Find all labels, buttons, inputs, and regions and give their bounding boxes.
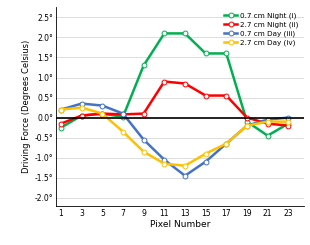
0.7 cm Day (iii) [183,174,187,177]
2.7 cm Day (iv) [162,162,166,165]
X-axis label: Pixel Number: Pixel Number [150,220,210,229]
2.7 cm Night (ii) [183,82,187,85]
2.7 cm Day (iv) [245,124,249,127]
0.7 cm Night (i) [59,126,63,129]
2.7 cm Night (ii) [224,94,228,97]
0.7 cm Night (i) [100,112,104,115]
2.7 cm Day (iv) [142,150,145,153]
2.7 cm Day (iv) [286,120,290,123]
0.7 cm Day (iii) [100,104,104,107]
2.7 cm Day (iv) [183,164,187,167]
0.7 cm Night (i) [121,115,125,118]
2.7 cm Night (ii) [204,94,207,97]
Y-axis label: Driving Force (Degrees Celsius): Driving Force (Degrees Celsius) [23,40,32,173]
2.7 cm Day (iv) [59,108,63,111]
2.7 cm Day (iv) [224,142,228,145]
Legend: 0.7 cm Night (i), 2.7 cm Night (ii), 0.7 cm Day (iii), 2.7 cm Day (iv): 0.7 cm Night (i), 2.7 cm Night (ii), 0.7… [222,10,302,49]
2.7 cm Night (ii) [266,122,269,125]
0.7 cm Day (iii) [59,108,63,111]
0.7 cm Day (iii) [142,138,145,141]
2.7 cm Night (ii) [162,80,166,83]
0.7 cm Night (i) [224,52,228,55]
0.7 cm Day (iii) [266,118,269,121]
0.7 cm Night (i) [162,32,166,35]
2.7 cm Night (ii) [80,114,83,117]
2.7 cm Night (ii) [121,113,125,116]
2.7 cm Day (iv) [121,130,125,133]
0.7 cm Day (iii) [286,116,290,119]
2.7 cm Day (iv) [100,112,104,115]
Line: 2.7 cm Day (iv): 2.7 cm Day (iv) [59,105,291,168]
0.7 cm Day (iii) [162,158,166,161]
0.7 cm Night (i) [183,32,187,35]
0.7 cm Day (iii) [224,142,228,145]
0.7 cm Night (i) [204,52,207,55]
2.7 cm Night (ii) [286,124,290,127]
0.7 cm Night (i) [245,120,249,123]
0.7 cm Day (iii) [204,160,207,163]
0.7 cm Night (i) [80,114,83,117]
0.7 cm Night (i) [266,134,269,137]
0.7 cm Night (i) [286,122,290,125]
Line: 0.7 cm Night (i): 0.7 cm Night (i) [59,31,291,138]
0.7 cm Day (iii) [80,102,83,105]
0.7 cm Day (iii) [245,124,249,127]
2.7 cm Night (ii) [100,112,104,115]
2.7 cm Night (ii) [59,122,63,125]
2.7 cm Night (ii) [142,112,145,115]
Line: 2.7 cm Night (ii): 2.7 cm Night (ii) [59,79,291,128]
2.7 cm Night (ii) [245,116,249,119]
0.7 cm Day (iii) [121,112,125,115]
2.7 cm Day (iv) [80,106,83,109]
0.7 cm Night (i) [142,64,145,67]
2.7 cm Day (iv) [204,152,207,155]
2.7 cm Day (iv) [266,120,269,123]
Line: 0.7 cm Day (iii): 0.7 cm Day (iii) [59,101,291,178]
